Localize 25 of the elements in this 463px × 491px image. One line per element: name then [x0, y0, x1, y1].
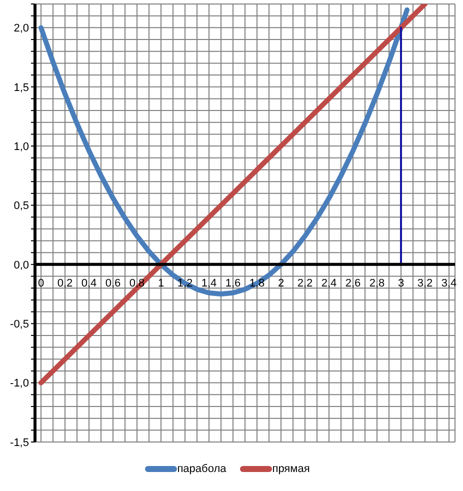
legend-label: парабола [177, 462, 226, 474]
x-tick-label: 0,2 [57, 277, 73, 290]
y-tick-label: -1,5 [10, 436, 29, 449]
x-tick-label: 3,2 [417, 277, 433, 290]
x-tick-label: 1 [158, 277, 164, 290]
x-tick-label: 0 [38, 277, 44, 290]
x-tick-label: 3 [398, 277, 404, 290]
x-tick-label: 1,6 [225, 277, 241, 290]
legend-label: прямая [272, 462, 310, 474]
x-tick-label: 1,4 [201, 277, 217, 290]
x-tick-label: 2,4 [321, 277, 337, 290]
x-tick-label: 2,8 [369, 277, 385, 290]
y-tick-label: 1,0 [14, 140, 29, 153]
x-tick-label: 2,6 [345, 277, 361, 290]
x-tick-label: 3,4 [441, 277, 457, 290]
y-tick-label: 0,5 [14, 200, 29, 212]
y-tick-label: 1,5 [14, 82, 29, 94]
x-tick-label: 0,4 [81, 277, 97, 290]
y-tick-label: -0,5 [10, 318, 29, 331]
y-tick-label: 2,0 [14, 22, 29, 35]
y-tick-label: 0,0 [14, 259, 29, 272]
y-tick-label: -1,0 [10, 378, 29, 390]
x-tick-label: 2,2 [297, 277, 313, 290]
x-tick-label: 0,6 [105, 277, 121, 290]
x-tick-label: 2 [278, 277, 284, 290]
